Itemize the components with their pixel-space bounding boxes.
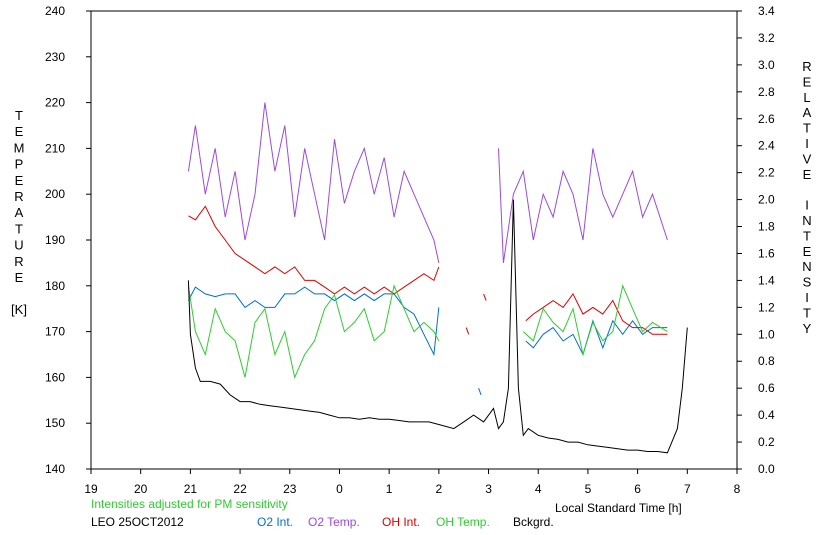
series-line-bckgrd [187,199,688,454]
x-tick-label: 5 [585,482,592,496]
y-left-tick-label: 200 [45,187,65,201]
right-axis-label-letter: E [803,74,812,89]
right-axis-label-letter: I [805,290,809,305]
y-right-tick-label: 1.2 [758,300,775,314]
x-tick-label: 19 [84,482,98,496]
legend-oh-temp: OH Temp. [436,515,490,529]
note-text: Intensities adjusted for PM sensitivity [91,497,288,511]
y-left-tick-label: 240 [45,4,65,18]
y-right-tick-label: 2.0 [758,193,775,207]
left-axis-label-letter: U [14,238,23,253]
x-tick-label: 21 [184,482,198,496]
right-axis-label-letter: E [803,167,812,182]
x-tick-label: 4 [535,482,542,496]
y-left-tick-label: 180 [45,279,65,293]
right-axis-label-letter: A [803,105,812,120]
left-axis-unit: [K] [11,302,27,317]
y-right-tick-label: 0.4 [758,408,775,422]
right-axis-label-letter: N [802,213,811,228]
right-axis-label-letter: N [802,259,811,274]
left-axis-label-letter: P [15,157,24,172]
series-line-o2-temp [187,102,668,264]
x-tick-label: 3 [485,482,492,496]
y-right-tick-label: 0.0 [758,462,775,476]
series-line-oh-temp [187,284,668,380]
y-right-tick-label: 2.6 [758,112,775,126]
x-tick-label: 6 [634,482,641,496]
right-axis-label-letter: I [805,198,809,213]
y-left-tick-label: 210 [45,141,65,155]
left-axis-label-letter: T [15,221,23,236]
y-right-tick-label: 0.8 [758,354,775,368]
x-tick-label: 7 [684,482,691,496]
y-right-tick-label: 1.0 [758,327,775,341]
station-label: LEO 25OCT2012 [91,515,184,529]
right-axis-label-letter: L [803,90,810,105]
y-left-tick-label: 230 [45,50,65,64]
right-axis-label-letter: T [803,228,811,243]
x-axis-label: Local Standard Time [h] [555,501,682,515]
right-axis-label-letter: R [802,59,811,74]
y-right-tick-label: 2.2 [758,166,775,180]
left-axis-label-letter: E [15,173,24,188]
y-right-tick-label: 3.4 [758,4,775,18]
left-axis-label-letter: R [14,254,23,269]
left-axis-label-letter: T [15,108,23,123]
legend-o2-temp: O2 Temp. [308,515,360,529]
x-tick-label: 22 [233,482,247,496]
x-tick-label: 2 [436,482,443,496]
y-right-tick-label: 0.6 [758,381,775,395]
y-right-tick-label: 0.2 [758,435,775,449]
y-right-tick-label: 1.6 [758,246,775,260]
y-right-tick-label: 1.4 [758,273,775,287]
y-right-tick-label: 1.8 [758,220,775,234]
y-left-tick-label: 190 [45,233,65,247]
x-tick-label: 8 [734,482,741,496]
right-axis-label-letter: Y [803,321,812,336]
x-tick-label: 0 [336,482,343,496]
left-axis-label-letter: E [15,270,24,285]
left-axis-label-letter: R [14,189,23,204]
right-axis-label-letter: I [805,136,809,151]
series-line-o2-int [187,286,668,396]
right-axis-label-letter: T [803,121,811,136]
legend-oh-int: OH Int. [382,515,420,529]
y-left-tick-label: 160 [45,370,65,384]
left-axis-label-letter: E [15,124,24,139]
right-axis-label-letter: T [803,305,811,320]
left-axis-label-letter: M [14,140,25,155]
plot-frame [90,10,738,470]
y-left-tick-label: 220 [45,96,65,110]
y-left-tick-label: 150 [45,416,65,430]
left-axis-label-letter: A [15,205,24,220]
y-right-tick-label: 2.4 [758,139,775,153]
right-axis-label-letter: V [803,151,812,166]
series-line-oh-int [188,205,668,335]
right-axis-label-letter: S [803,275,812,290]
legend-o2-int: O2 Int. [257,515,293,529]
y-right-tick-label: 2.8 [758,85,775,99]
x-tick-label: 1 [386,482,393,496]
y-right-tick-label: 3.2 [758,31,775,45]
y-left-tick-label: 170 [45,325,65,339]
x-tick-label: 20 [134,482,148,496]
legend-bckgrd: Bckgrd. [513,515,554,529]
y-left-tick-label: 140 [45,462,65,476]
x-tick-label: 23 [283,482,297,496]
y-right-tick-label: 3.0 [758,58,775,72]
right-axis-label-letter: E [803,244,812,259]
